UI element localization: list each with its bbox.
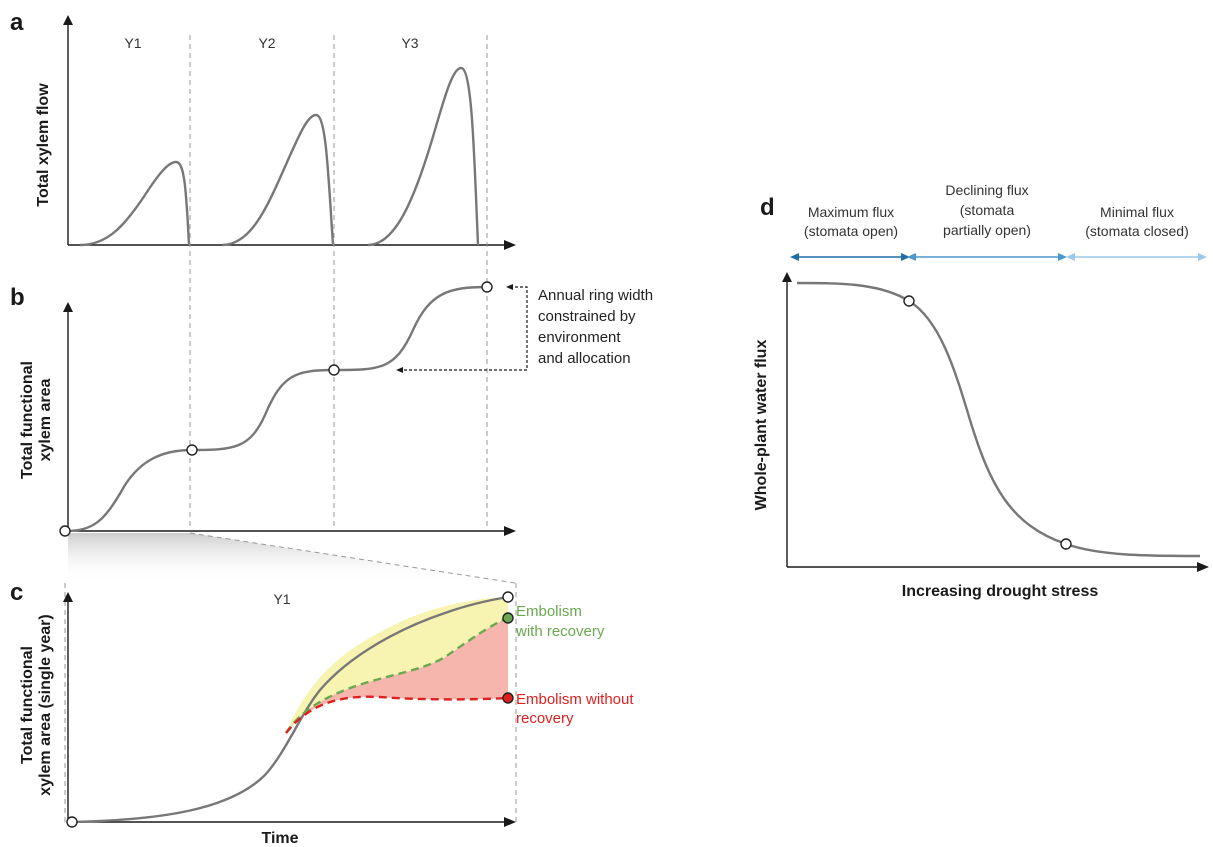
origin-marker-c: [66, 816, 78, 828]
no-recovery-label-line1: Embolism without: [516, 691, 634, 708]
zone-declining-line3: partially open): [943, 222, 1031, 238]
zoom-shading: [68, 533, 515, 583]
recovery-label-line1: Embolism: [516, 603, 582, 620]
panel-c-year-label: Y1: [273, 591, 290, 607]
zone-arrow-max-right-head: [901, 253, 910, 261]
ring-marker-y1: [186, 444, 198, 456]
bracket-arrowhead-bottom: [396, 367, 403, 373]
panel-c-ylabel: Total functional xylem area (single year…: [19, 614, 54, 795]
zone-declining-line1: Declining flux: [945, 182, 1028, 198]
zone-declining-line2: (stomata: [960, 202, 1015, 218]
recovery-curve: [285, 616, 509, 734]
panel-a-ylabel: Total xylem flow: [35, 83, 52, 207]
panel-b-y-arrowhead: [63, 302, 73, 312]
panel-d-xlabel: Increasing drought stress: [902, 583, 1099, 600]
flow-curve-y3: [367, 66, 480, 247]
ring-width-note-line1: Annual ring width: [538, 287, 653, 304]
flow-curve-y1: [79, 160, 191, 247]
zone-arrow-declining-left-head: [907, 253, 916, 261]
panel-b-label: b: [10, 284, 25, 311]
ring-width-note-line3: environment: [538, 329, 621, 346]
recovery-endpoint: [502, 612, 514, 624]
year-label-y3: Y3: [401, 35, 418, 51]
zone-arrow-min-left-head: [1066, 253, 1075, 261]
ring-width-bracket: [400, 286, 528, 371]
no-recovery-endpoint: [502, 692, 514, 704]
ring-marker-y2: [328, 364, 340, 376]
zoom-guide-right: [189, 532, 516, 584]
zone-min-line1: Minimal flux: [1100, 204, 1174, 220]
recovery-area: [286, 597, 508, 733]
flux-threshold-upper: [903, 295, 915, 307]
ring-width-note-line2: constrained by: [538, 308, 636, 325]
panel-c-xlabel: Time: [261, 830, 298, 847]
panel-c-y-arrowhead: [63, 592, 73, 602]
panel-a-y-arrowhead: [63, 15, 73, 25]
zone-max-line2: (stomata open): [804, 223, 898, 239]
zone-arrow-declining-right-head: [1058, 253, 1067, 261]
bracket-arrowhead-top: [506, 284, 513, 290]
panel-a-x-arrowhead: [504, 240, 516, 250]
panel-a: a Total xylem flow Y1 Y2 Y3: [10, 9, 516, 250]
zone-arrow-min: [1066, 253, 1207, 261]
panel-d-ylabel: Whole-plant water flux: [753, 340, 770, 511]
year-label-y1: Y1: [124, 35, 141, 51]
origin-marker-b: [59, 525, 71, 537]
panel-d: d Maximum flux (stomata open) Declining …: [753, 182, 1209, 600]
panel-b-ylabel-line2: xylem area: [37, 379, 54, 462]
panel-c-x-arrowhead: [504, 817, 516, 827]
embolism-loss-area: [286, 618, 508, 733]
potential-endpoint: [502, 591, 514, 603]
no-recovery-curve: [285, 695, 509, 734]
panel-b-ylabel-line1: Total functional: [19, 361, 36, 479]
zone-arrow-min-right-head: [1198, 253, 1207, 261]
no-recovery-label-line2: recovery: [516, 710, 574, 727]
potential-xylem-curve: [71, 595, 509, 824]
panel-d-x-arrowhead: [1197, 562, 1209, 572]
zone-max-line1: Maximum flux: [808, 204, 894, 220]
year-label-y2: Y2: [258, 35, 275, 51]
panel-d-y-arrowhead: [782, 272, 792, 282]
flux-threshold-lower: [1060, 538, 1072, 550]
panel-b: b Total functional xylem area Annual rin…: [10, 281, 653, 536]
panel-c-ylabel-line2: xylem area (single year): [37, 614, 54, 795]
zone-arrow-max: [790, 253, 910, 261]
panel-d-label: d: [760, 194, 775, 221]
panel-c-ylabel-line1: Total functional: [19, 646, 36, 764]
xylem-area-curve: [64, 285, 488, 533]
panel-c: c Total functional xylem area (single ye…: [10, 579, 634, 847]
panel-b-x-arrowhead: [504, 526, 516, 536]
zone-min-line2: (stomata closed): [1085, 223, 1188, 239]
panel-c-label: c: [10, 579, 23, 606]
panel-a-label: a: [10, 9, 24, 36]
ring-marker-y3: [481, 281, 493, 293]
ring-width-note-line4: and allocation: [538, 350, 631, 367]
panel-b-ylabel: Total functional xylem area: [19, 361, 54, 479]
recovery-label-line2: with recovery: [515, 623, 605, 640]
zone-arrow-max-left-head: [790, 253, 799, 261]
zone-arrow-declining: [907, 253, 1067, 261]
water-flux-curve: [796, 281, 1201, 558]
flow-curve-y2: [221, 113, 335, 247]
